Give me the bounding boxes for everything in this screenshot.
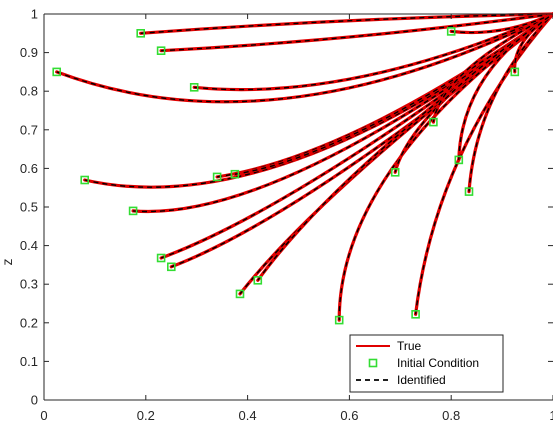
true-trajectory-line — [192, 12, 553, 92]
identified-trajectory-line — [514, 13, 553, 72]
x-tick-label: 0.8 — [442, 408, 460, 423]
initial-condition-marker — [253, 275, 263, 285]
initial-condition-marker — [212, 172, 222, 182]
legend-label: True — [397, 339, 422, 353]
legend-box — [349, 334, 504, 393]
trajectory-curves — [55, 12, 553, 322]
legend: True Initial Condition Identified — [349, 334, 504, 393]
x-tick-label: 1 — [549, 408, 553, 423]
identified-trajectory-line — [451, 13, 553, 34]
initial-condition-marker — [334, 315, 344, 325]
identified-trajectory-line — [234, 13, 553, 175]
initial-condition-marker — [156, 46, 166, 56]
identified-trajectory-line — [432, 13, 553, 123]
identified-trajectory-line — [468, 13, 553, 192]
initial-condition-marker — [454, 155, 464, 165]
x-tick-label: 0.2 — [137, 408, 155, 423]
y-tick-label: 0.2 — [20, 315, 38, 330]
initial-condition-marker — [52, 67, 62, 77]
y-tick-label: 0.5 — [20, 200, 38, 215]
initial-condition-markers — [52, 27, 520, 325]
initial-condition-marker — [464, 187, 474, 196]
y-tick-label: 0.7 — [20, 122, 38, 137]
y-tick-label: 1 — [31, 7, 38, 22]
initial-condition-marker — [446, 27, 456, 36]
identified-trajectory-line — [171, 13, 553, 268]
y-tick-label: 0.8 — [20, 84, 38, 99]
y-tick-label: 0 — [31, 393, 38, 408]
initial-condition-marker — [411, 309, 420, 319]
identified-trajectory-line — [140, 13, 553, 34]
y-tick-label: 0.3 — [20, 277, 38, 292]
initial-condition-marker — [167, 262, 176, 272]
legend-label: Initial Condition — [397, 356, 479, 370]
x-tick-label: 0.4 — [239, 408, 257, 423]
initial-condition-marker — [230, 169, 240, 179]
initial-condition-marker — [156, 253, 166, 263]
y-tick-label: 0.1 — [20, 354, 38, 369]
x-tick-label: 0 — [40, 408, 47, 423]
identified-trajectory-line — [84, 13, 553, 188]
initial-condition-marker — [429, 117, 438, 127]
initial-condition-marker — [235, 289, 245, 299]
y-tick-label: 0.4 — [20, 238, 38, 253]
initial-condition-marker — [128, 206, 138, 216]
legend-initial-condition-swatch — [368, 358, 378, 368]
y-tick-label: 0.9 — [20, 45, 38, 60]
axes: 0 0.2 0.4 0.6 0.8 1 0 0.1 0.2 0.3 0.4 0.5 0.6 0.7 0.8 0… — [20, 7, 553, 423]
initial-condition-marker — [510, 67, 520, 77]
identified-trajectory-line — [56, 13, 553, 103]
identified-trajectory-line — [161, 13, 553, 52]
legend-label: Identified — [397, 373, 446, 387]
identified-trajectory-line — [338, 13, 553, 321]
initial-condition-marker — [80, 175, 89, 185]
initial-condition-marker — [136, 28, 145, 38]
initial-condition-marker — [189, 83, 199, 92]
y-tick-label: 0.6 — [20, 161, 38, 176]
identified-trajectory-line — [257, 13, 553, 281]
x-tick-label: 0.6 — [340, 408, 358, 423]
y-axis-label: z — [0, 259, 15, 266]
initial-condition-marker — [390, 168, 400, 177]
